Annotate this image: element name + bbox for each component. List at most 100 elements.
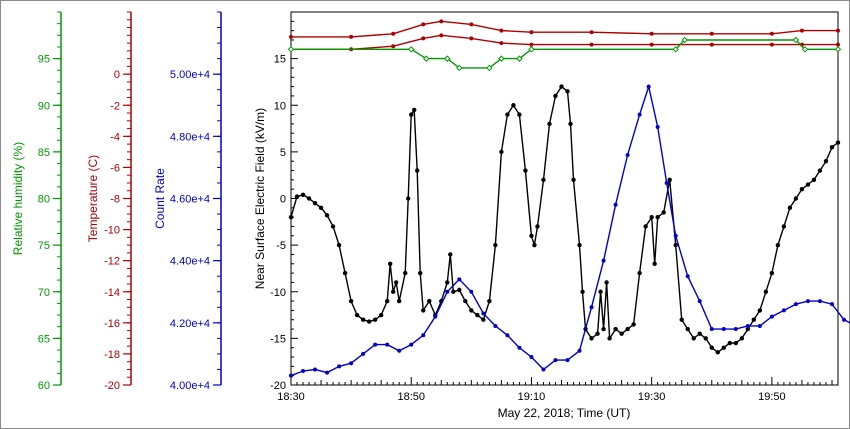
temperature-point-marker xyxy=(469,36,474,41)
temperature-point-marker xyxy=(649,31,654,36)
temperature-tick-label: -4 xyxy=(110,131,120,143)
temperature-series xyxy=(289,19,840,39)
field-point-marker xyxy=(421,308,426,313)
count-tick-label: 4.00e+4 xyxy=(170,380,210,392)
temperature-point-marker xyxy=(709,31,714,36)
field-point-marker xyxy=(589,336,594,341)
field-point-marker xyxy=(781,224,787,229)
field-point-marker xyxy=(354,312,360,318)
count-point-marker xyxy=(313,367,318,372)
field-point-marker xyxy=(523,168,528,173)
field-point-marker xyxy=(679,317,684,322)
field-point-marker xyxy=(324,213,330,218)
temperature-point-marker xyxy=(469,22,474,27)
humidity-tick-label: 90 xyxy=(38,100,50,112)
field-point-marker xyxy=(463,298,468,304)
temperature-point-marker xyxy=(439,33,444,38)
field-point-marker xyxy=(613,326,618,332)
field-point-marker xyxy=(390,289,396,294)
temperature-point-marker xyxy=(589,30,594,35)
field-tick-label: -20 xyxy=(270,380,286,392)
count-point-marker xyxy=(577,348,582,353)
field-point-marker xyxy=(451,289,456,294)
temperature-tick-label: -6 xyxy=(110,162,120,174)
field-point-marker xyxy=(652,261,657,266)
field-tick-label: 0 xyxy=(280,194,286,206)
count-point-marker xyxy=(646,84,651,89)
temperature-tick-label: -14 xyxy=(104,287,120,299)
humidity-tick-label: 95 xyxy=(38,54,50,66)
x-tick-label: 19:50 xyxy=(758,391,786,403)
field-point-marker xyxy=(457,287,462,293)
temperature-axis-label: Temperature (C) xyxy=(86,155,100,242)
field-point-marker xyxy=(541,177,546,183)
field-point-marker xyxy=(733,340,739,346)
field-tick-label: 15 xyxy=(274,54,286,66)
temperature-point-marker xyxy=(769,42,774,47)
field-point-marker xyxy=(366,319,372,324)
field-point-marker xyxy=(667,177,672,183)
count-point-marker xyxy=(721,327,726,332)
field-point-marker xyxy=(685,326,690,332)
count-point-marker xyxy=(481,311,486,316)
temperature-point-marker xyxy=(836,28,840,33)
field-point-marker xyxy=(406,196,411,201)
field-point-marker xyxy=(571,177,576,183)
field-point-marker xyxy=(769,270,775,276)
temperature-tick-label: -18 xyxy=(104,349,120,361)
count-point-marker xyxy=(529,355,534,360)
count-point-marker xyxy=(337,364,342,369)
count-point-marker xyxy=(733,327,738,332)
field-point-marker xyxy=(763,289,769,294)
field-point-marker xyxy=(775,242,781,248)
field-point-marker xyxy=(427,298,432,304)
temperature-tick-label: -16 xyxy=(104,318,120,330)
count-point-marker xyxy=(397,348,402,353)
field-point-marker xyxy=(409,112,414,117)
humidity-point-marker xyxy=(287,46,295,53)
humidity-point-marker xyxy=(801,46,809,53)
temperature-tick-label: -20 xyxy=(104,380,120,392)
temperature-point-marker xyxy=(421,22,426,27)
field-point-marker xyxy=(745,326,751,332)
field-point-marker xyxy=(378,312,384,318)
humidity-point-marker xyxy=(444,55,451,62)
humidity-point-marker xyxy=(681,36,688,44)
humidity-point-marker xyxy=(834,46,842,53)
field-point-marker xyxy=(403,270,408,276)
count-point-marker xyxy=(697,299,702,304)
field-point-marker xyxy=(799,186,805,192)
count-point-marker xyxy=(757,323,762,328)
field-point-marker xyxy=(469,308,474,313)
count-point-marker xyxy=(817,299,822,304)
count-point-marker xyxy=(805,299,810,304)
field-point-marker xyxy=(598,289,603,294)
field-point-marker xyxy=(415,168,420,173)
humidity-tick-label: 75 xyxy=(38,240,50,252)
count-point-marker xyxy=(301,369,306,374)
count-point-marker xyxy=(385,342,390,347)
field-point-marker xyxy=(418,270,423,276)
count-point-marker xyxy=(361,351,366,356)
field-point-marker xyxy=(493,242,498,248)
count-point-marker xyxy=(625,152,630,157)
x-tick-label: 18:30 xyxy=(277,391,305,403)
temperature-point-marker xyxy=(421,36,426,41)
count-point-marker xyxy=(781,308,786,313)
field-point-marker xyxy=(751,317,757,322)
humidity-point-marker xyxy=(528,46,535,53)
temperature-tick-label: 0 xyxy=(114,69,120,81)
field-point-marker xyxy=(312,200,318,206)
field-point-marker xyxy=(805,182,811,187)
temperature-series-line xyxy=(291,20,838,38)
field-tick-label: -5 xyxy=(276,240,286,252)
field-point-marker xyxy=(715,350,720,355)
field-point-marker xyxy=(835,140,841,145)
field-point-marker xyxy=(757,308,763,313)
field-point-marker xyxy=(448,252,453,257)
temperature-point-marker xyxy=(289,34,293,39)
field-point-marker xyxy=(475,312,480,318)
temperature-point-marker xyxy=(349,34,354,39)
field-point-marker xyxy=(604,280,609,285)
